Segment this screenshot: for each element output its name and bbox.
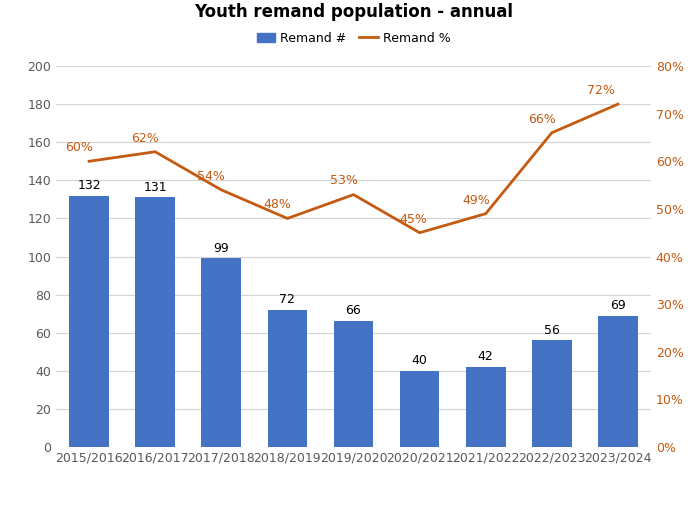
Text: 60%: 60% xyxy=(65,141,93,154)
Text: 99: 99 xyxy=(214,242,229,255)
Bar xyxy=(598,315,638,447)
Text: 72: 72 xyxy=(279,293,295,306)
Text: 48%: 48% xyxy=(263,198,291,211)
Text: 66%: 66% xyxy=(528,113,556,125)
Text: 40: 40 xyxy=(412,354,428,367)
Text: 42: 42 xyxy=(478,350,493,363)
Legend: Remand #, Remand %: Remand #, Remand % xyxy=(251,26,456,50)
Bar xyxy=(334,322,373,447)
Text: 45%: 45% xyxy=(399,212,427,226)
Text: 53%: 53% xyxy=(330,174,358,187)
Text: 131: 131 xyxy=(144,181,167,194)
Text: 56: 56 xyxy=(544,324,560,337)
Bar xyxy=(135,198,175,447)
Text: 72%: 72% xyxy=(587,84,615,97)
Text: 69: 69 xyxy=(610,299,626,312)
Bar xyxy=(532,340,572,447)
Bar xyxy=(466,367,505,447)
Bar xyxy=(400,371,440,447)
Title: Youth remand population - annual: Youth remand population - annual xyxy=(194,4,513,21)
Bar xyxy=(69,196,109,447)
Text: 62%: 62% xyxy=(132,132,159,145)
Text: 49%: 49% xyxy=(462,194,490,207)
Bar xyxy=(267,310,307,447)
Text: 66: 66 xyxy=(346,304,361,318)
Bar xyxy=(202,259,241,447)
Text: 54%: 54% xyxy=(197,170,225,183)
Text: 132: 132 xyxy=(77,179,101,192)
